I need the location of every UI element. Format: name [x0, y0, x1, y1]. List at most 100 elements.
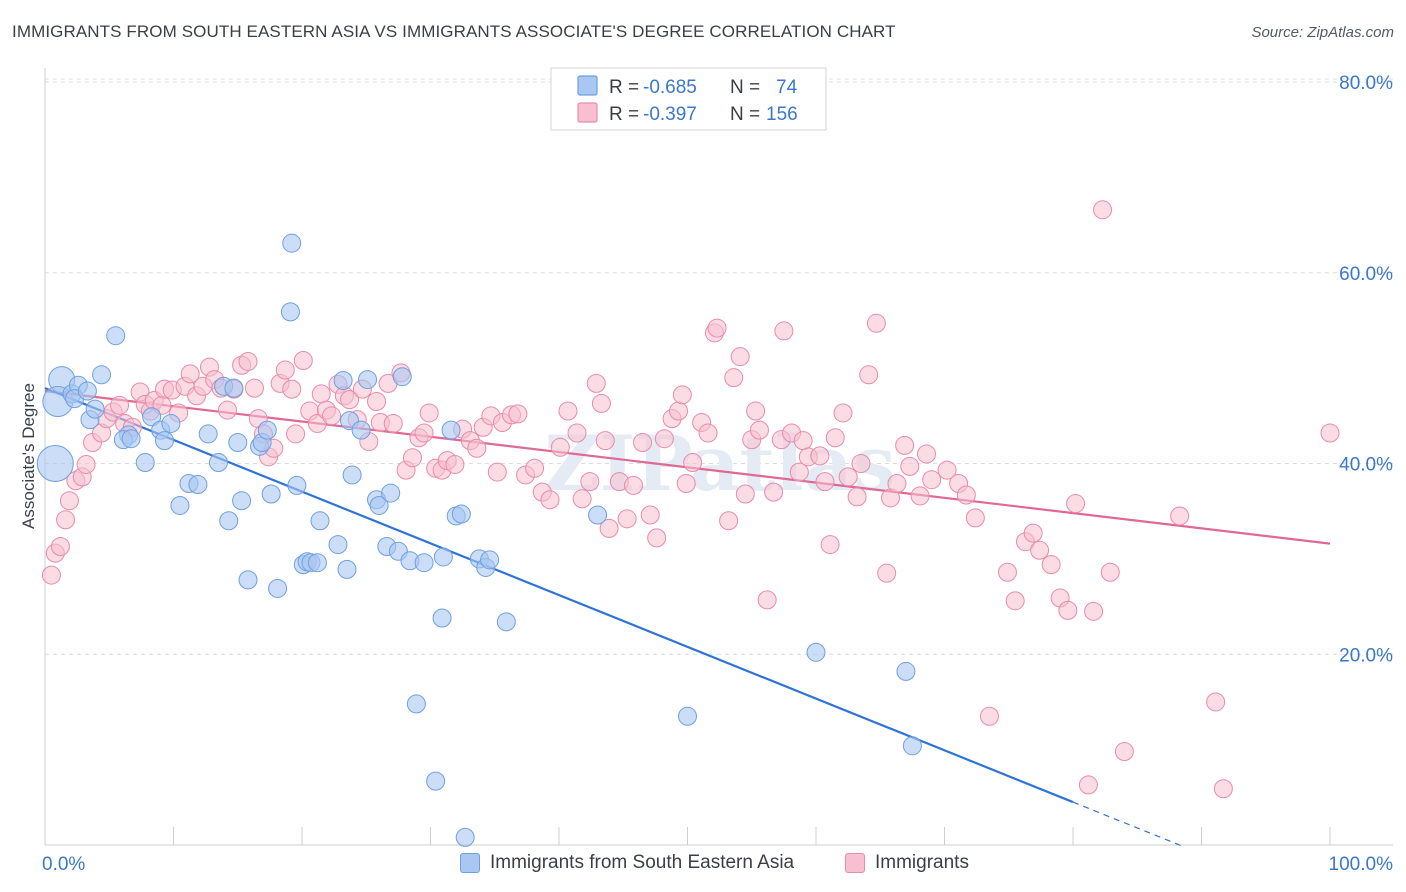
immigrants-point	[50, 536, 70, 556]
sea-immigrants-point	[268, 578, 288, 598]
immigrants-point	[1084, 601, 1104, 621]
sea-immigrants-point	[678, 706, 697, 726]
immigrants-point	[1093, 200, 1113, 220]
chart-title: IMMIGRANTS FROM SOUTH EASTERN ASIA VS IM…	[12, 22, 896, 41]
immigrants-point	[866, 313, 886, 333]
immigrants-point	[1005, 591, 1025, 611]
sea-immigrants-point	[406, 694, 426, 714]
immigrants-point	[672, 385, 692, 405]
sea-immigrants-point	[261, 484, 281, 504]
sea-immigrants-point	[806, 642, 826, 662]
immigrants-point	[110, 395, 130, 415]
immigrants-point	[895, 435, 915, 455]
legend-r-value-1: -0.685	[643, 77, 697, 98]
immigrants-point	[900, 456, 920, 476]
immigrants-point	[383, 413, 403, 433]
immigrants-point	[683, 453, 703, 473]
immigrants-point	[757, 590, 777, 610]
sea-immigrants-point	[77, 381, 97, 401]
immigrants-point	[847, 487, 867, 507]
immigrants-point	[724, 368, 744, 388]
immigrants-point	[414, 423, 434, 443]
immigrants-point	[810, 446, 830, 466]
sea-immigrants-point	[392, 367, 412, 387]
immigrants-point	[1320, 423, 1340, 443]
immigrants-point	[580, 472, 600, 492]
immigrants-point	[887, 474, 907, 494]
legend-label-sea: Immigrants from South Eastern Asia	[490, 852, 795, 873]
sea-immigrants-point	[433, 547, 453, 567]
immigrants-point	[572, 489, 592, 509]
bottom-legend: Immigrants from South Eastern Asia Immig…	[0, 852, 1406, 878]
immigrants-point	[820, 535, 840, 555]
immigrants-point	[735, 484, 755, 504]
immigrants-point	[640, 505, 660, 525]
legend-n-value-2: 156	[766, 104, 798, 125]
immigrants-point	[599, 518, 619, 538]
sea-immigrants-point	[480, 550, 500, 570]
correlation-legend: R = -0.685 N = 74 R = -0.397 N = 156	[550, 67, 827, 131]
sea-immigrants-point	[588, 505, 608, 525]
immigrants-point	[595, 431, 615, 451]
immigrants-point	[550, 437, 570, 457]
immigrants-point	[749, 420, 769, 440]
immigrants-point	[793, 431, 813, 451]
sea-immigrants-points	[36, 233, 922, 847]
sea-immigrants-point	[896, 661, 916, 681]
immigrants-point	[293, 350, 313, 370]
immigrants-point	[624, 475, 644, 495]
svg-text:R = -0.685 N =: R = -0.685 N = 74 R = -0.397 N = 156	[609, 77, 802, 125]
sea-immigrants-point	[369, 495, 389, 515]
sea-immigrants-point	[121, 429, 141, 449]
x-tick-label-min: 0.0%	[42, 854, 85, 875]
sea-immigrants-point	[441, 420, 461, 440]
immigrants-point	[789, 462, 809, 482]
legend-swatch-immigrants	[845, 853, 865, 873]
sea-immigrants-point	[414, 553, 434, 573]
immigrants-point	[591, 393, 611, 413]
legend-swatch-pink	[577, 102, 598, 123]
sea-immigrants-point	[280, 302, 300, 322]
sea-immigrants-point	[228, 433, 248, 453]
immigrants-point	[275, 360, 295, 380]
sea-immigrants-point	[496, 612, 516, 632]
sea-immigrants-point	[432, 608, 452, 628]
sea-immigrants-point	[342, 465, 362, 485]
sea-immigrants-point	[358, 370, 378, 390]
immigrants-point	[910, 486, 930, 506]
sea-immigrants-point	[257, 420, 277, 440]
immigrants-point	[676, 474, 696, 494]
immigrants-point	[719, 511, 739, 531]
immigrants-point	[41, 565, 61, 585]
immigrants-point	[1206, 692, 1226, 712]
immigrants-point	[322, 406, 342, 426]
sea-immigrants-point	[92, 365, 112, 385]
sea-immigrants-point	[142, 407, 162, 427]
immigrants-point	[1023, 523, 1043, 543]
immigrants-point	[979, 706, 999, 726]
y-tick-label: 40.0%	[1339, 455, 1393, 476]
legend-item-immigrants: Immigrants	[845, 852, 969, 874]
immigrants-point	[558, 401, 578, 421]
immigrants-point	[815, 472, 835, 492]
legend-swatch-blue	[577, 75, 598, 96]
sea-immigrants-point	[333, 371, 353, 391]
immigrants-point	[825, 428, 845, 448]
immigrants-point	[877, 563, 897, 583]
sea-immigrants-point	[36, 445, 74, 482]
immigrants-point	[1041, 555, 1061, 575]
y-tick-label: 80.0%	[1339, 73, 1393, 94]
immigrants-point	[567, 423, 587, 443]
sea-immigrants-point	[282, 233, 302, 253]
immigrants-point	[238, 351, 258, 371]
immigrants-point	[965, 508, 985, 528]
immigrants-point	[669, 401, 689, 421]
immigrants-point	[445, 454, 465, 474]
immigrants-point	[746, 401, 766, 421]
sea-immigrants-point	[188, 474, 208, 494]
legend-label-immigrants: Immigrants	[875, 852, 969, 873]
immigrants-point	[367, 392, 387, 412]
immigrants-point	[1030, 540, 1050, 560]
x-tick-label-max: 100.0%	[1329, 854, 1394, 875]
sea-immigrants-point	[161, 413, 181, 433]
